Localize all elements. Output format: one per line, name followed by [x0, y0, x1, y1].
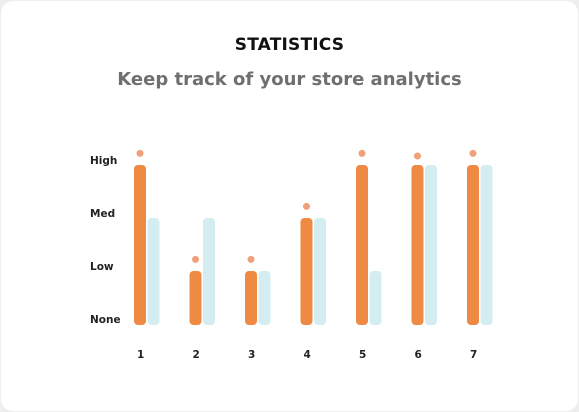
marker-1: [136, 149, 144, 157]
x-label-3: 3: [248, 349, 255, 361]
bar-2-series-1: [189, 271, 202, 325]
x-label-7: 7: [470, 349, 477, 361]
marker-3: [247, 255, 255, 263]
bar-4-series-2: [314, 218, 326, 325]
y-label-med: Med: [90, 208, 115, 220]
marker-5: [358, 149, 366, 157]
bar-7-series-2: [480, 165, 493, 325]
bar-7-series-1: [467, 165, 479, 325]
x-label-4: 4: [304, 349, 311, 361]
marker-2: [192, 255, 199, 263]
y-label-low: Low: [90, 261, 114, 273]
bars: [134, 165, 493, 325]
bar-5-series-2: [369, 271, 382, 325]
bar-2-series-2: [203, 218, 215, 325]
y-label-high: High: [90, 155, 117, 167]
marker-4: [303, 202, 310, 210]
y-axis-labels: None Low Med High: [90, 155, 121, 326]
bar-3-series-1: [245, 271, 257, 325]
bar-3-series-2: [258, 271, 271, 325]
chart-title: STATISTICS: [234, 35, 345, 55]
bar-1-series-2: [147, 218, 160, 325]
marker-6: [414, 152, 421, 160]
x-axis-labels: 1 2 3 4 5 6 7: [137, 349, 477, 361]
bar-6-series-2: [425, 165, 437, 325]
bar-1-series-1: [134, 165, 146, 325]
chart-subtitle: Keep track of your store analytics: [117, 69, 462, 90]
x-label-6: 6: [415, 349, 422, 361]
bar-5-series-1: [356, 165, 368, 325]
x-label-2: 2: [193, 349, 200, 361]
bar-4-series-1: [300, 218, 313, 325]
marker-7: [469, 149, 477, 157]
x-label-1: 1: [137, 349, 144, 361]
markers: [136, 149, 477, 263]
bar-6-series-1: [411, 165, 424, 325]
y-label-none: None: [90, 314, 121, 326]
x-label-5: 5: [359, 349, 366, 361]
